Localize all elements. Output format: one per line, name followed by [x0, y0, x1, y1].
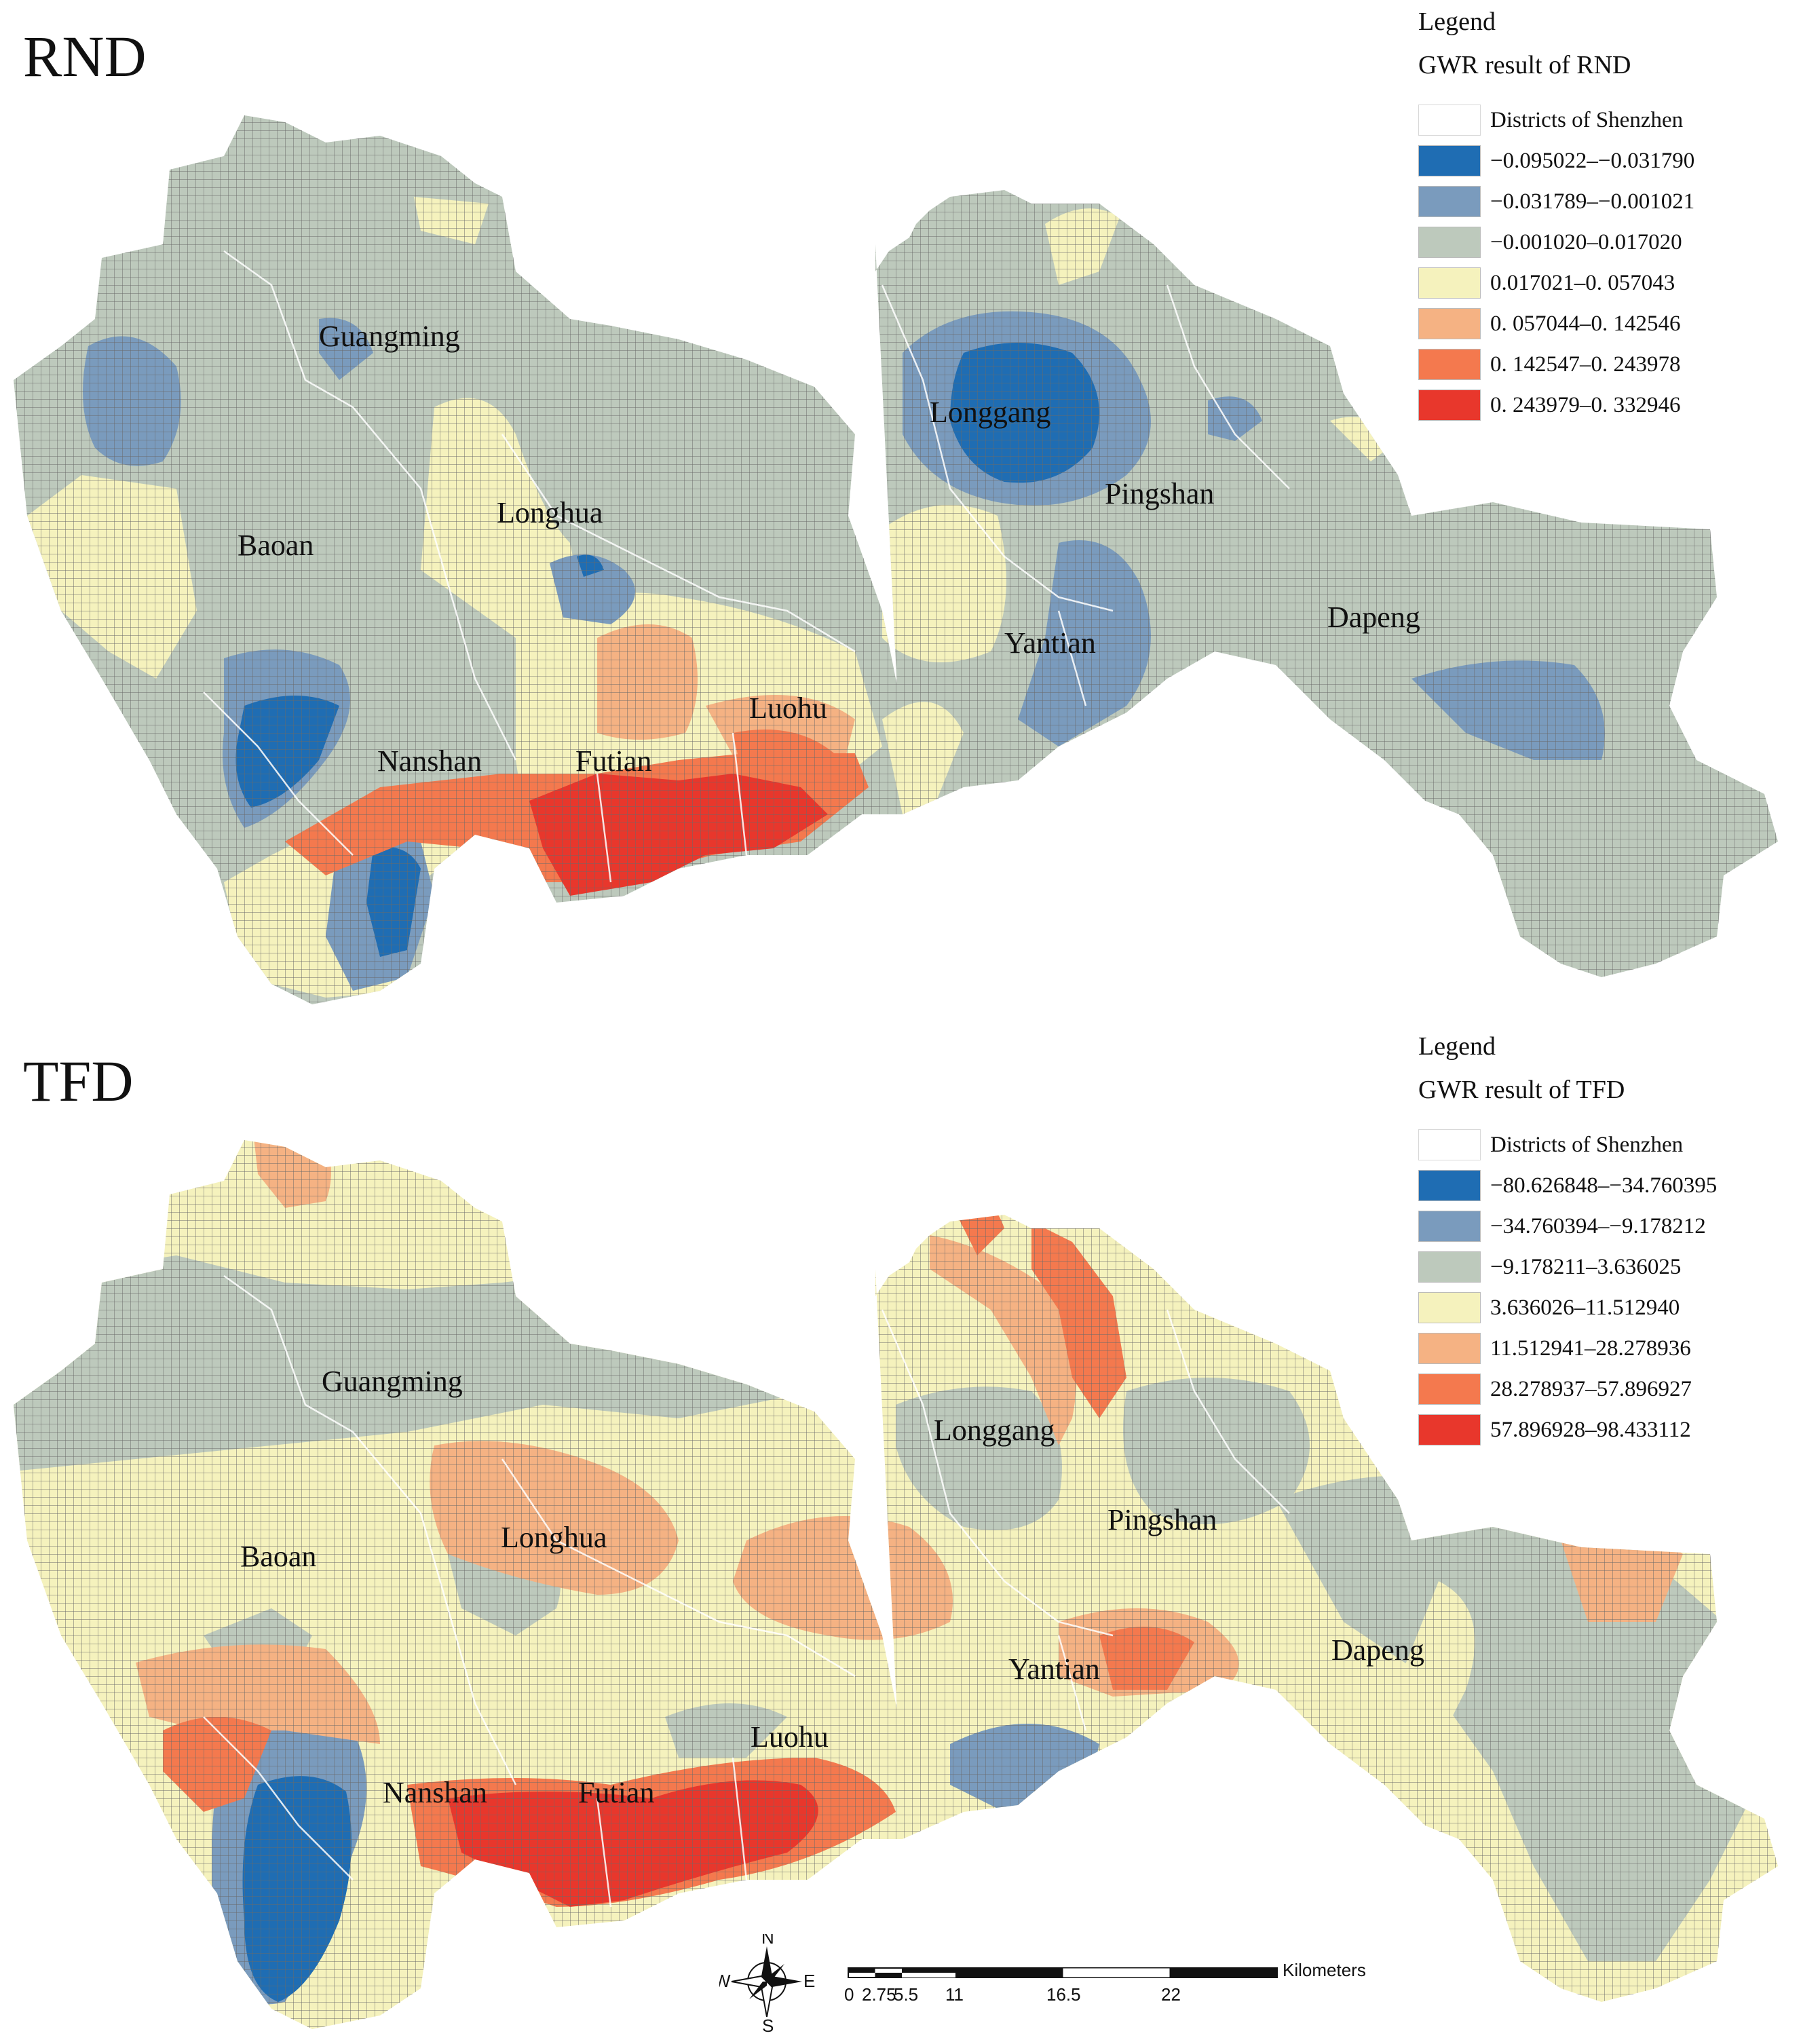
- legend-class-label: 28.278937–57.896927: [1490, 1376, 1692, 1401]
- legend-class-item: −0.001020–0.017020: [1418, 222, 1798, 263]
- rnd-map-panel: Guangming Longgang Pingshan Longhua Baoa…: [0, 0, 1801, 1018]
- boundary-swatch: [1418, 105, 1481, 136]
- legend-class-label: 0. 057044–0. 142546: [1490, 311, 1681, 336]
- legend-swatch: [1418, 308, 1481, 340]
- legend-class-label: 0. 142547–0. 243978: [1490, 352, 1681, 377]
- legend-class-label: −0.001020–0.017020: [1490, 229, 1682, 254]
- legend-swatch: [1418, 1251, 1481, 1283]
- legend-swatch: [1418, 1211, 1481, 1243]
- scale-tick-5-5: 5.5: [894, 1984, 918, 2005]
- legend-class-label: −9.178211–3.636025: [1490, 1254, 1682, 1279]
- tfd-label-futian: Futian: [578, 1776, 654, 1809]
- tfd-label-longhua: Longhua: [501, 1521, 607, 1554]
- legend-class-label: 57.896928–98.433112: [1490, 1417, 1691, 1442]
- map-scale-and-compass: N S E W 0 2.75 5.5 11 16.5 22 Kilometers: [719, 1934, 1366, 2036]
- legend-swatch: [1418, 1374, 1481, 1405]
- scale-tick-2-75: 2.75: [862, 1984, 896, 2005]
- tfd-legend-subtitle: GWR result of TFD: [1418, 1075, 1625, 1104]
- rnd-district-boundaries: [203, 250, 1290, 883]
- rnd-legend-boundary: Districts of Shenzhen: [1418, 100, 1798, 140]
- rnd-label-futian: Futian: [575, 744, 651, 778]
- legend-class-item: 0. 142547–0. 243978: [1418, 344, 1798, 385]
- legend-class-item: 28.278937–57.896927: [1418, 1369, 1798, 1409]
- scale-tick-0: 0: [844, 1984, 854, 2005]
- legend-swatch: [1418, 1414, 1481, 1446]
- legend-swatch: [1418, 1292, 1481, 1324]
- tfd-district-boundaries: [203, 1274, 1290, 1908]
- legend-class-label: −0.031789–−0.001021: [1490, 189, 1695, 214]
- rnd-panel-title: RND: [23, 24, 147, 89]
- tfd-label-nanshan: Nanshan: [383, 1776, 487, 1809]
- tfd-legend: Legend GWR result of TFD Districts of Sh…: [1418, 1032, 1798, 1450]
- legend-class-item: −0.031789–−0.001021: [1418, 181, 1798, 222]
- tfd-label-dapeng: Dapeng: [1331, 1633, 1424, 1667]
- compass-n: N: [761, 1934, 774, 1948]
- tfd-label-yantian: Yantian: [1008, 1652, 1100, 1686]
- rnd-legend: Legend GWR result of RND Districts of Sh…: [1418, 7, 1798, 425]
- legend-swatch: [1418, 1333, 1481, 1365]
- tfd-map: Guangming Longgang Pingshan Longhua Baoa…: [14, 1140, 1778, 2029]
- scale-tick-16-5: 16.5: [1046, 1984, 1081, 2005]
- tfd-legend-heading: Legend: [1418, 1032, 1496, 1061]
- legend-class-label: 0. 243979–0. 332946: [1490, 392, 1681, 417]
- compass-w: W: [719, 1971, 731, 1991]
- rnd-label-baoan: Baoan: [238, 529, 314, 562]
- legend-class-label: 0.017021–0. 057043: [1490, 270, 1675, 295]
- rnd-label-longhua: Longhua: [497, 496, 603, 529]
- legend-class-item: 3.636026–11.512940: [1418, 1287, 1798, 1328]
- legend-class-item: 0. 057044–0. 142546: [1418, 303, 1798, 344]
- rnd-legend-heading: Legend: [1418, 7, 1496, 36]
- tfd-surface: [14, 1140, 1778, 2029]
- rnd-label-nanshan: Nanshan: [377, 744, 482, 778]
- legend-class-label: −80.626848–−34.760395: [1490, 1173, 1718, 1198]
- rnd-legend-subtitle: GWR result of RND: [1418, 50, 1631, 79]
- legend-class-item: −0.095022–−0.031790: [1418, 140, 1798, 181]
- tfd-legend-classes: −80.626848–−34.760395 −34.760394–−9.17821…: [1418, 1165, 1798, 1450]
- legend-swatch: [1418, 227, 1481, 259]
- rnd-label-longgang: Longgang: [930, 396, 1050, 429]
- rnd-label-luohu: Luohu: [749, 692, 827, 725]
- north-arrow-icon: N S E W: [719, 1934, 815, 2036]
- compass-s: S: [762, 2015, 774, 2036]
- tfd-label-baoan: Baoan: [240, 1540, 316, 1573]
- tfd-legend-boundary: Districts of Shenzhen: [1418, 1124, 1798, 1165]
- tfd-label-luohu: Luohu: [751, 1720, 829, 1754]
- rnd-label-pingshan: Pingshan: [1105, 477, 1214, 510]
- rnd-label-guangming: Guangming: [319, 320, 460, 353]
- rnd-label-yantian: Yantian: [1004, 626, 1096, 660]
- rnd-legend-boundary-label: Districts of Shenzhen: [1490, 107, 1684, 132]
- legend-swatch: [1418, 390, 1481, 421]
- scale-tick-11: 11: [945, 1984, 964, 2005]
- tfd-panel-title: TFD: [23, 1048, 134, 1114]
- legend-class-item: 11.512941–28.278936: [1418, 1328, 1798, 1369]
- compass-e: E: [803, 1971, 815, 1991]
- tfd-legend-boundary-label: Districts of Shenzhen: [1490, 1132, 1684, 1157]
- tfd-label-guangming: Guangming: [322, 1365, 463, 1398]
- legend-swatch: [1418, 145, 1481, 177]
- scale-unit: Kilometers: [1283, 1960, 1366, 1980]
- legend-class-item: 57.896928–98.433112: [1418, 1409, 1798, 1450]
- scale-tick-22: 22: [1161, 1984, 1181, 2005]
- legend-swatch: [1418, 186, 1481, 218]
- legend-class-label: 3.636026–11.512940: [1490, 1295, 1680, 1320]
- rnd-legend-classes: −0.095022–−0.031790 −0.031789–−0.001021 −0…: [1418, 140, 1798, 425]
- legend-swatch: [1418, 1170, 1481, 1202]
- legend-class-label: 11.512941–28.278936: [1490, 1336, 1691, 1361]
- tfd-label-longgang: Longgang: [934, 1414, 1055, 1447]
- tfd-label-pingshan: Pingshan: [1107, 1503, 1217, 1536]
- legend-swatch: [1418, 349, 1481, 381]
- legend-class-item: 0.017021–0. 057043: [1418, 263, 1798, 303]
- legend-class-item: −9.178211–3.636025: [1418, 1247, 1798, 1287]
- legend-swatch: [1418, 267, 1481, 299]
- rnd-map: Guangming Longgang Pingshan Longhua Baoa…: [14, 115, 1778, 1004]
- legend-class-item: −34.760394–−9.178212: [1418, 1206, 1798, 1247]
- legend-class-label: −34.760394–−9.178212: [1490, 1213, 1706, 1238]
- tfd-map-panel: Guangming Longgang Pingshan Longhua Baoa…: [0, 1025, 1801, 2043]
- legend-class-item: 0. 243979–0. 332946: [1418, 385, 1798, 425]
- legend-class-label: −0.095022–−0.031790: [1490, 148, 1695, 173]
- legend-class-item: −80.626848–−34.760395: [1418, 1165, 1798, 1206]
- rnd-label-dapeng: Dapeng: [1327, 601, 1420, 634]
- boundary-swatch: [1418, 1129, 1481, 1161]
- scale-bar: 0 2.75 5.5 11 16.5 22 Kilometers: [844, 1960, 1366, 2005]
